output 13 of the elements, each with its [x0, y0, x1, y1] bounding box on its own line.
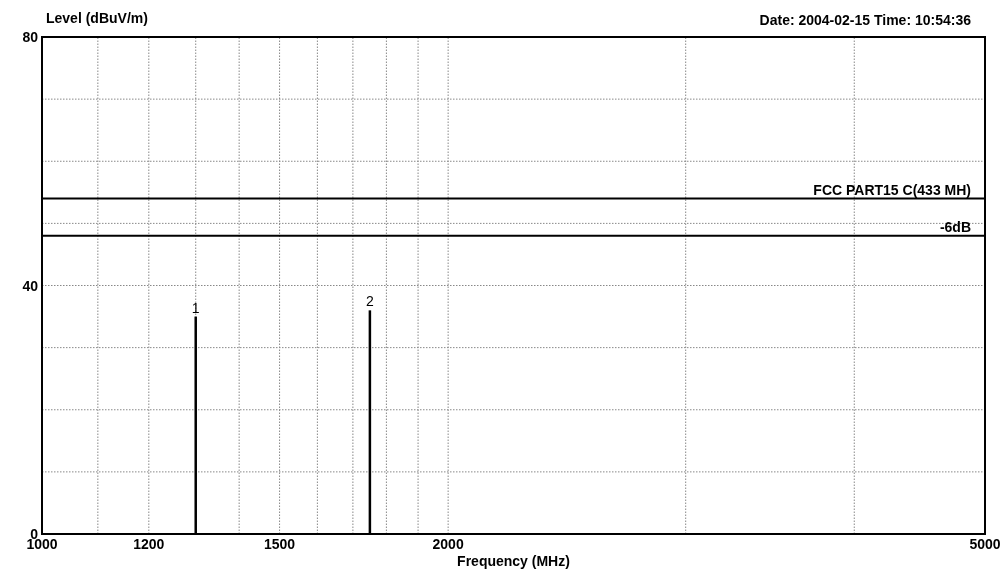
y-tick-label: 40: [22, 277, 39, 294]
annotation: 2: [365, 293, 374, 310]
ref-line-label: FCC PART15 C(433 MH): [813, 181, 971, 198]
y-axis-title: Level (dBuV/m): [46, 10, 148, 26]
y-tick-label: 80: [22, 29, 39, 45]
x-tick-label: 2000: [432, 536, 464, 552]
annotation: 1: [191, 299, 200, 316]
x-tick-label: 5000: [969, 536, 1001, 552]
x-axis-title: Frequency (MHz): [457, 553, 570, 569]
x-tick-label: 1500: [263, 536, 296, 552]
chart-subtitle: Date: 2004-02-15 Time: 10:54:36: [759, 12, 972, 28]
ref-line-label: -6dB: [939, 218, 971, 235]
x-tick-label: 1200: [133, 536, 165, 552]
